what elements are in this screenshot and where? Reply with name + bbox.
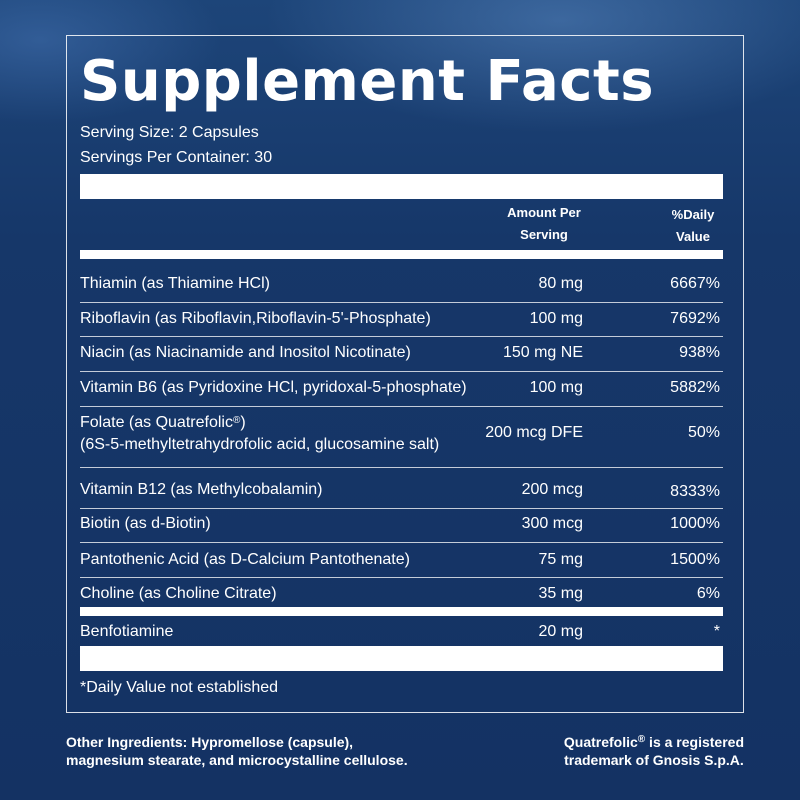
thick-divider-mid (80, 607, 723, 616)
folate-name-close: ) (240, 414, 246, 431)
trademark-brand: Quatrefolic (563, 734, 638, 750)
row-divider (80, 406, 723, 407)
nutrient-daily-value: 938% (679, 344, 720, 361)
nutrient-name: Vitamin B6 (as Pyridoxine HCl, pyridoxal… (80, 379, 467, 396)
nutrient-daily-value: 1000% (670, 515, 720, 532)
nutrient-name: Niacin (as Niacinamide and Inositol Nico… (80, 344, 411, 361)
nutrient-daily-value: 8333% (670, 483, 720, 500)
nutrient-amount: 75 mg (538, 551, 583, 568)
registered-mark: ® (637, 734, 646, 745)
amount-header-line1: Amount Per (507, 205, 581, 220)
nutrient-amount: 100 mg (529, 379, 583, 396)
nutrient-name: Benfotiamine (80, 623, 174, 640)
nutrient-daily-value: 5882% (670, 379, 720, 396)
supplement-facts-panel (66, 35, 744, 713)
nutrient-daily-value: 1500% (670, 551, 720, 568)
daily-value-header: %Daily Value (652, 204, 734, 248)
nutrient-daily-value: 50% (687, 424, 720, 441)
trademark-line1: Quatrefolic® is a registered (564, 733, 744, 751)
folate-name-text: Folate (as Quatrefolic (80, 414, 233, 431)
row-divider (80, 467, 723, 468)
row-divider (80, 542, 723, 543)
nutrient-name: Biotin (as d-Biotin) (80, 515, 211, 532)
row-divider (80, 577, 723, 578)
registered-mark: ® (232, 415, 241, 426)
daily-value-footnote: *Daily Value not established (80, 679, 279, 696)
trademark-line2: trademark of Gnosis S.p.A. (564, 752, 744, 768)
nutrient-daily-value: 7692% (670, 310, 720, 327)
dv-header-line2: Value (676, 229, 710, 244)
thick-divider-header (80, 250, 723, 259)
row-divider (80, 371, 723, 372)
nutrient-amount: 20 mg (538, 623, 583, 640)
nutrient-name: Thiamin (as Thiamine HCl) (80, 275, 270, 292)
row-divider (80, 508, 723, 509)
thick-divider-top (80, 174, 723, 199)
nutrient-row: Folate (as Quatrefolic®) (6S-5-methyltet… (80, 413, 723, 459)
trademark-line1-end: is a registered (645, 734, 744, 750)
nutrient-name: Choline (as Choline Citrate) (80, 585, 277, 602)
servings-per-container: Servings Per Container: 30 (80, 149, 273, 166)
nutrient-name: Riboflavin (as Riboflavin,Riboflavin-5'-… (80, 310, 431, 327)
other-ingredients: Other Ingredients: Hypromellose (capsule… (66, 733, 408, 769)
other-ingredients-line1: Other Ingredients: Hypromellose (capsule… (66, 734, 354, 750)
amount-per-serving-header: Amount Per Serving (498, 202, 590, 246)
trademark-notice: Quatrefolic® is a registered trademark o… (564, 733, 744, 769)
nutrient-daily-value: 6667% (670, 275, 720, 292)
nutrient-amount: 100 mg (529, 310, 583, 327)
nutrient-amount: 35 mg (538, 585, 583, 602)
nutrient-amount: 150 mg NE (502, 344, 583, 361)
nutrient-name: Pantothenic Acid (as D-Calcium Pantothen… (80, 551, 410, 568)
nutrient-name: Folate (as Quatrefolic®) (80, 413, 246, 433)
nutrient-amount: 200 mcg (521, 481, 583, 498)
amount-header-line2: Serving (520, 227, 568, 242)
nutrient-amount: 80 mg (538, 275, 583, 292)
nutrient-amount: 200 mcg DFE (485, 424, 583, 441)
dv-header-line1: %Daily (671, 207, 715, 222)
nutrient-daily-value: 6% (696, 585, 720, 602)
nutrient-amount: 300 mcg (521, 515, 583, 532)
thick-divider-bottom (80, 646, 723, 671)
nutrient-daily-value: * (713, 623, 720, 640)
nutrient-name: Vitamin B12 (as Methylcobalamin) (80, 481, 323, 498)
row-divider (80, 336, 723, 337)
page-title: Supplement Facts (80, 49, 655, 114)
serving-size: Serving Size: 2 Capsules (80, 124, 259, 141)
row-divider (80, 302, 723, 303)
other-ingredients-line2: magnesium stearate, and microcystalline … (66, 752, 408, 768)
nutrient-name-detail: (6S-5-methyltetrahydrofolic acid, glucos… (80, 436, 440, 453)
